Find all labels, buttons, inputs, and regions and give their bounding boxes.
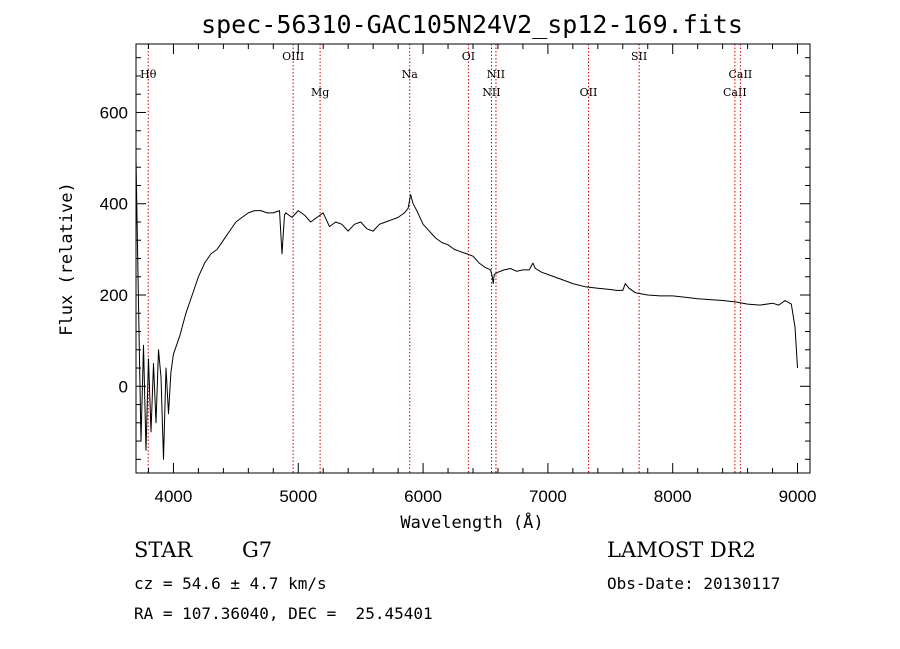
line-label-0: Hθ [140,68,157,81]
x-tick-label: 4000 [155,487,193,506]
line-label-8: SII [631,50,647,63]
x-tick-label: 5000 [279,487,317,506]
y-tick-label: 600 [100,103,128,122]
object-type: STAR [134,538,193,562]
spectrum-line-0 [135,158,798,460]
object-subclass: G7 [242,538,273,562]
line-label-5: NII [482,86,500,99]
x-axis-label: Wavelength (Å) [400,511,543,533]
line-label-1: OIII [282,50,304,63]
x-tick-label: 8000 [654,487,692,506]
x-tick-label: 9000 [779,487,817,506]
spectrum-series [135,158,798,460]
y-tick-label: 400 [100,195,128,214]
axes: 4000 5000 6000 7000 8000 9000 0 200 400 600 [100,44,817,506]
observation-date: Obs-Date: 20130117 [607,574,781,593]
redshift-cz: cz = 54.6 ± 4.7 km/s [134,574,327,593]
y-axis-label: Flux (relative) [57,182,77,336]
survey-name: LAMOST DR2 [607,538,756,562]
line-label-6: NII [487,68,505,81]
sky-coordinates: RA = 107.36040, DEC = 25.45401 [134,604,433,623]
line-label-3: Na [402,68,419,81]
line-label-2: Mg [311,86,329,99]
x-tick-label: 7000 [529,487,567,506]
y-tick-label: 0 [119,377,128,396]
x-tick-label: 6000 [404,487,442,506]
plot-frame [135,43,811,474]
chart-title: spec-56310-GAC105N24V2_sp12-169.fits [201,10,743,39]
line-label-10: CaII [729,68,753,81]
line-label-4: OI [462,50,475,63]
line-label-7: OII [580,86,598,99]
emission-line-markers: Hθ OIII Mg Na OI NII NII OII SII CaII CaII [140,44,752,473]
line-label-9: CaII [723,86,747,99]
y-tick-label: 200 [100,286,128,305]
